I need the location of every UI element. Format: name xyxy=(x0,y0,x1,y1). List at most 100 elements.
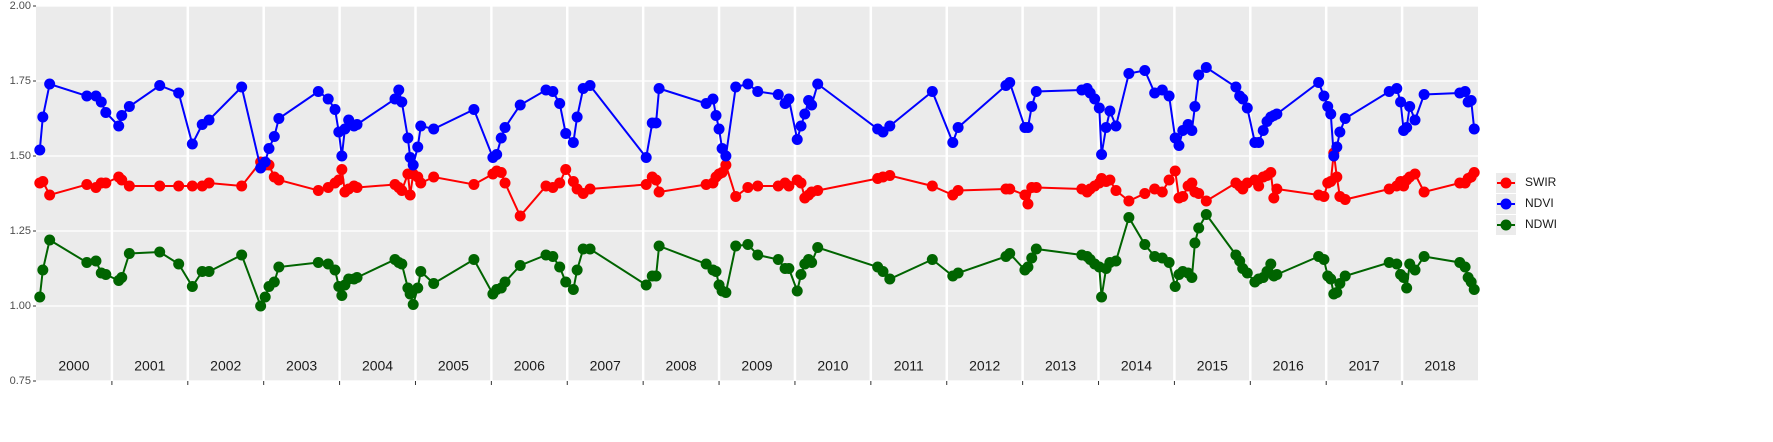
point xyxy=(312,257,324,268)
point xyxy=(806,99,818,111)
point xyxy=(567,137,579,148)
point xyxy=(730,81,742,93)
point xyxy=(1325,108,1337,120)
point xyxy=(1418,89,1430,100)
point xyxy=(1019,189,1031,201)
point xyxy=(1100,122,1112,133)
point xyxy=(468,254,480,265)
point xyxy=(37,111,49,123)
point xyxy=(720,150,732,162)
point xyxy=(499,276,511,288)
point xyxy=(186,138,198,150)
year-label: 2012 xyxy=(969,358,1000,374)
y-tick-label: 1.00 xyxy=(10,300,31,312)
point xyxy=(322,93,334,105)
point xyxy=(351,182,363,193)
point xyxy=(1093,102,1105,114)
point xyxy=(396,185,408,196)
point xyxy=(952,185,964,196)
point xyxy=(1193,188,1205,199)
point xyxy=(1409,114,1421,126)
point xyxy=(1123,195,1135,207)
point xyxy=(1163,257,1175,268)
point xyxy=(1253,137,1265,148)
point xyxy=(783,263,795,274)
year-label: 2008 xyxy=(666,358,697,374)
point xyxy=(1401,282,1413,294)
point xyxy=(1200,62,1212,73)
point xyxy=(154,80,166,91)
point xyxy=(571,111,583,123)
point xyxy=(44,189,56,201)
point xyxy=(255,300,267,312)
point xyxy=(44,234,56,246)
point xyxy=(752,180,764,192)
point xyxy=(640,279,652,291)
point xyxy=(752,86,764,97)
point xyxy=(795,177,807,189)
point xyxy=(884,170,896,181)
point xyxy=(799,108,811,120)
point xyxy=(514,260,526,271)
point xyxy=(1318,254,1330,265)
point xyxy=(926,254,938,265)
point xyxy=(1189,101,1201,112)
point xyxy=(312,185,324,196)
point xyxy=(495,132,507,144)
point xyxy=(37,264,49,276)
point xyxy=(1265,167,1277,178)
year-label: 2010 xyxy=(817,358,848,374)
point xyxy=(653,186,665,198)
point xyxy=(554,98,566,109)
point xyxy=(1331,287,1343,298)
point xyxy=(351,272,363,283)
year-label: 2009 xyxy=(741,358,772,374)
point xyxy=(1030,243,1042,255)
point xyxy=(428,123,440,135)
point xyxy=(795,120,807,132)
point xyxy=(1004,183,1016,195)
point xyxy=(584,243,596,255)
point xyxy=(812,242,824,253)
point xyxy=(329,264,341,276)
point xyxy=(742,182,754,193)
point xyxy=(710,266,722,277)
point xyxy=(1169,165,1181,177)
point xyxy=(1318,191,1330,202)
point xyxy=(1257,125,1269,136)
point xyxy=(100,107,112,118)
point xyxy=(720,287,732,298)
point xyxy=(1339,113,1351,124)
year-label: 2018 xyxy=(1424,358,1455,374)
point xyxy=(1465,95,1477,106)
point xyxy=(351,119,363,130)
point xyxy=(1169,281,1181,292)
point xyxy=(1468,167,1480,178)
point xyxy=(571,264,583,276)
y-tick-label: 0.75 xyxy=(10,375,31,387)
point xyxy=(499,122,511,133)
point xyxy=(1268,192,1280,204)
point xyxy=(1237,93,1249,105)
point xyxy=(407,159,419,171)
point xyxy=(336,150,348,162)
point xyxy=(236,180,248,192)
point xyxy=(1339,194,1351,205)
point xyxy=(415,266,427,277)
point xyxy=(154,180,166,192)
legend-point xyxy=(1500,219,1512,231)
point xyxy=(116,174,128,186)
point xyxy=(952,267,964,279)
point xyxy=(268,131,280,142)
point xyxy=(1110,255,1122,267)
point xyxy=(720,159,732,171)
point xyxy=(952,122,964,133)
point xyxy=(584,183,596,195)
point xyxy=(547,86,559,97)
point xyxy=(396,96,408,108)
point xyxy=(186,281,198,292)
point xyxy=(412,282,424,294)
point xyxy=(1418,186,1430,198)
point xyxy=(1104,174,1116,186)
point xyxy=(791,285,803,297)
